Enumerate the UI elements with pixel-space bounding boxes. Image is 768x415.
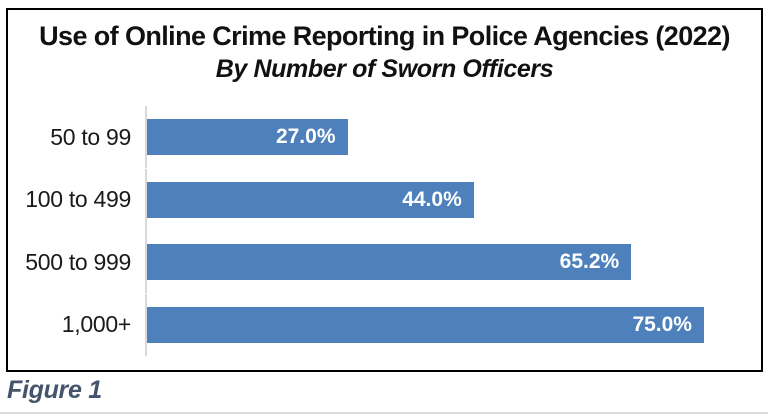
bar: 44.0% xyxy=(147,181,474,218)
bar-value-label: 27.0% xyxy=(275,125,336,148)
bar-row: 1,000+ 75.0% xyxy=(16,293,753,356)
bottom-divider xyxy=(0,412,768,414)
bar-track: 75.0% xyxy=(145,293,753,356)
bar: 75.0% xyxy=(147,306,704,343)
bar-row: 50 to 99 27.0% xyxy=(16,106,753,168)
chart-subtitle: By Number of Sworn Officers xyxy=(215,55,554,84)
bar-value-label: 44.0% xyxy=(402,187,462,211)
category-label: 1,000+ xyxy=(61,311,132,338)
chart-frame: Use of Online Crime Reporting in Police … xyxy=(6,8,763,372)
bar-track: 44.0% xyxy=(145,168,753,231)
plot-area: 50 to 99 27.0% 100 to 499 44.0% 500 to 999 65… xyxy=(16,106,753,356)
bar-row: 100 to 499 44.0% xyxy=(16,168,753,231)
bar-value-label: 75.0% xyxy=(632,312,692,336)
category-label: 50 to 99 xyxy=(50,123,131,150)
bar-track: 65.2% xyxy=(145,231,753,294)
chart-title: Use of Online Crime Reporting in Police … xyxy=(39,21,730,51)
bar: 27.0% xyxy=(147,119,348,155)
category-label: 500 to 999 xyxy=(25,248,131,275)
bar: 65.2% xyxy=(147,244,632,281)
category-label: 100 to 499 xyxy=(25,186,131,213)
bar-track: 27.0% xyxy=(145,106,753,168)
figure-caption: Figure 1 xyxy=(7,376,102,404)
bar-row: 500 to 999 65.2% xyxy=(16,231,753,294)
bar-value-label: 65.2% xyxy=(559,250,620,274)
